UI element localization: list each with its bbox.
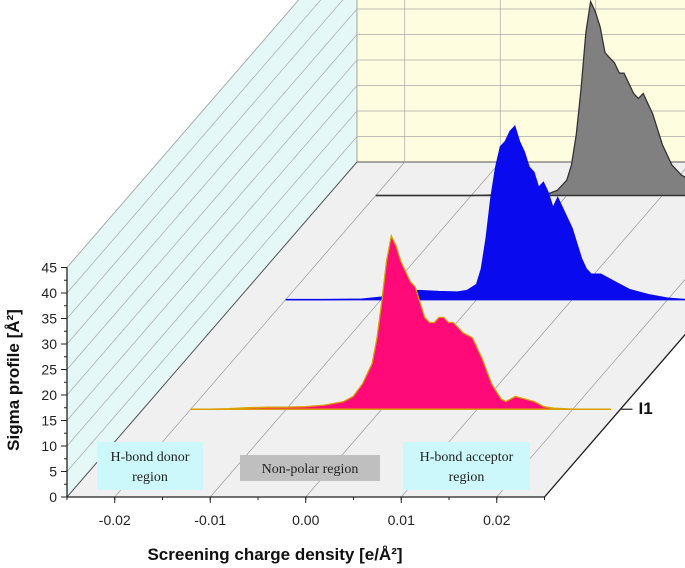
y-tick-label: 20 [41,387,57,403]
depth-axis-line [544,333,685,498]
y-tick-label: 10 [41,438,57,454]
series-line-I1 [190,233,611,410]
floor-gridline [209,161,501,498]
series-area-I1 [190,235,611,410]
region-box-bg [240,455,380,481]
region-label-line: H-bond acceptor [420,450,514,465]
region-label-line: region [132,470,168,485]
region-box-0: H-bond donor region [97,442,203,490]
region-box-1: Non-polar region [240,455,380,481]
y-tick-label: 5 [49,464,57,480]
region-box-bg [403,442,530,490]
y-axis-title: Sigma profile [Å²] [4,309,23,451]
region-label-line: region [449,470,485,485]
x-tick-label: 0.01 [388,512,415,528]
series-layer: I3I2 I1 [190,0,685,418]
side-wall-gridline [66,0,322,294]
axes [61,267,685,503]
floor-gridline [400,168,685,498]
y-tick-label: 45 [41,260,57,276]
series-area-I3 [375,1,685,196]
y-tick-label: 30 [41,336,57,352]
y-tick-label: 40 [41,285,57,301]
tick-labels: 0 5 10 15 20 25 30 35 40 45 -0.02 -0.01 0.00 0.01 0.02 [41,260,510,529]
side-wall-gridline [66,85,358,421]
y-tick-label: 15 [41,413,57,429]
side-wall-gridline [66,136,358,472]
x-axis-title: Screening charge density [e/Å²] [147,545,402,564]
series-I1: I1 [190,233,653,418]
side-wall-gridline [66,110,358,447]
y-tick-label: 25 [41,362,57,378]
x-tick-label: -0.02 [99,512,131,528]
region-box-bg [97,442,203,490]
x-tick-label: 0.00 [292,512,319,528]
series-I3: I3 [375,0,685,197]
floor-gridline [114,161,406,498]
y-tick-label: 35 [41,311,57,327]
region-label-line: H-bond donor [111,450,190,465]
series-label-I1: I1 [638,399,652,418]
series-line-I3 [375,0,685,197]
series-line-I2 [285,125,685,301]
side-wall-gridline [66,0,300,268]
x-tick-label: -0.01 [194,512,226,528]
y-tick-label: 0 [49,489,57,505]
x-tick-label: 0.02 [483,512,510,528]
side-wall-gridline [66,59,358,396]
region-boxes: H-bond donor region Non-polar region H-bond… [97,442,530,490]
side-wall-gridline [66,0,344,319]
series-area-I2 [285,126,685,300]
region-label-line: Non-polar region [262,462,359,477]
side-wall-gridline [66,8,358,345]
floor-gridline [496,279,685,498]
region-box-2: H-bond acceptor region [403,442,530,490]
side-wall-gridline [66,34,358,370]
series-I2: I2 [285,125,685,301]
